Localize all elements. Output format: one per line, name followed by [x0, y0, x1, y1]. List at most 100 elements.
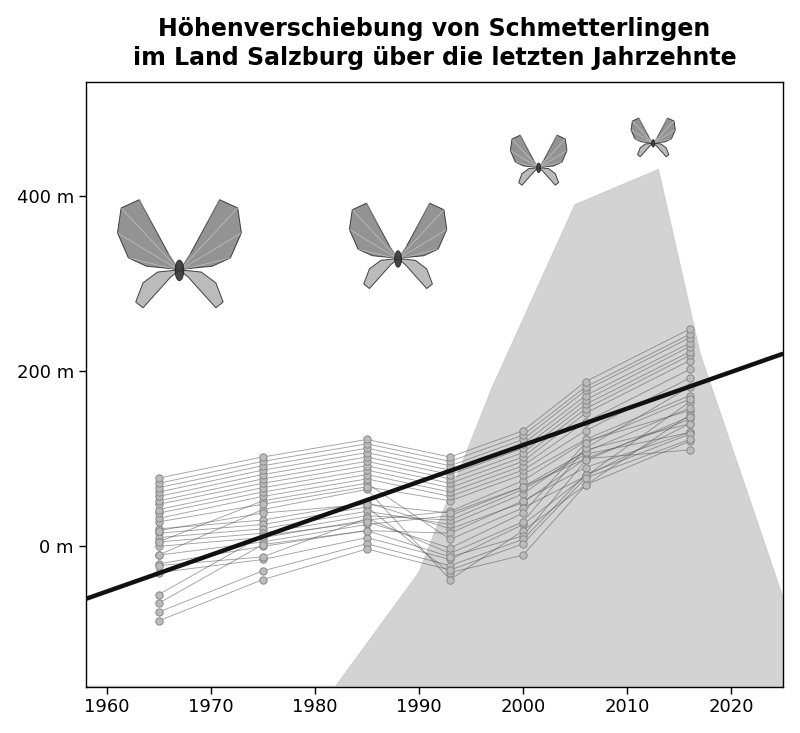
Ellipse shape	[652, 139, 654, 147]
Point	[517, 530, 530, 542]
Point	[444, 482, 457, 493]
Point	[683, 428, 696, 440]
Point	[444, 564, 457, 576]
Ellipse shape	[175, 260, 184, 281]
Point	[683, 402, 696, 414]
Point	[361, 460, 374, 471]
Point	[444, 553, 457, 565]
Point	[361, 468, 374, 480]
Point	[579, 453, 592, 465]
Point	[683, 323, 696, 335]
Point	[152, 597, 165, 609]
Point	[444, 477, 457, 489]
Point	[517, 434, 530, 446]
Point	[579, 394, 592, 406]
Point	[152, 567, 165, 578]
Polygon shape	[136, 270, 179, 308]
Point	[444, 510, 457, 522]
Point	[517, 464, 530, 476]
Point	[152, 549, 165, 561]
Polygon shape	[350, 203, 398, 259]
Point	[361, 515, 374, 526]
Point	[517, 481, 530, 493]
Point	[361, 438, 374, 450]
Point	[579, 416, 592, 428]
Point	[683, 364, 696, 375]
Point	[517, 468, 530, 480]
Point	[256, 536, 269, 548]
Point	[256, 473, 269, 485]
Point	[361, 525, 374, 537]
Point	[444, 495, 457, 507]
Point	[361, 518, 374, 530]
Point	[683, 413, 696, 425]
Point	[517, 455, 530, 467]
Point	[361, 477, 374, 489]
Point	[361, 516, 374, 528]
Point	[579, 437, 592, 449]
Point	[152, 504, 165, 515]
Point	[579, 403, 592, 415]
Point	[683, 341, 696, 353]
Point	[361, 538, 374, 550]
Point	[256, 486, 269, 498]
Point	[256, 468, 269, 480]
Point	[152, 536, 165, 548]
Point	[361, 473, 374, 485]
Point	[361, 543, 374, 555]
Point	[517, 538, 530, 550]
Point	[152, 482, 165, 493]
Point	[256, 539, 269, 550]
Point	[579, 435, 592, 447]
Point	[579, 453, 592, 465]
Point	[152, 527, 165, 539]
Point	[683, 405, 696, 416]
Point	[256, 495, 269, 507]
Point	[256, 574, 269, 586]
Point	[152, 507, 165, 519]
Point	[683, 372, 696, 384]
Point	[444, 451, 457, 463]
Point	[683, 435, 696, 447]
Point	[361, 497, 374, 509]
Point	[579, 443, 592, 454]
Point	[579, 425, 592, 437]
Point	[517, 425, 530, 437]
Point	[444, 464, 457, 476]
Polygon shape	[538, 168, 558, 185]
Point	[444, 507, 457, 519]
Point	[256, 540, 269, 552]
Point	[256, 482, 269, 493]
Point	[579, 449, 592, 460]
Point	[256, 490, 269, 502]
Point	[256, 531, 269, 543]
Point	[517, 446, 530, 458]
Point	[361, 446, 374, 458]
Point	[517, 475, 530, 487]
Polygon shape	[398, 259, 433, 289]
Point	[517, 534, 530, 545]
Point	[579, 390, 592, 402]
Polygon shape	[631, 118, 653, 144]
Point	[444, 460, 457, 471]
Ellipse shape	[394, 251, 402, 268]
Point	[361, 498, 374, 510]
Point	[361, 451, 374, 463]
Point	[517, 481, 530, 493]
Point	[579, 444, 592, 456]
Point	[256, 477, 269, 489]
Point	[517, 502, 530, 514]
Point	[444, 548, 457, 559]
Polygon shape	[510, 135, 538, 168]
Point	[517, 497, 530, 509]
Point	[683, 394, 696, 405]
Point	[683, 346, 696, 358]
Point	[517, 451, 530, 463]
Point	[579, 471, 592, 482]
Point	[361, 506, 374, 517]
Point	[517, 430, 530, 441]
Point	[444, 506, 457, 517]
Point	[579, 479, 592, 491]
Point	[579, 479, 592, 491]
Point	[517, 443, 530, 454]
